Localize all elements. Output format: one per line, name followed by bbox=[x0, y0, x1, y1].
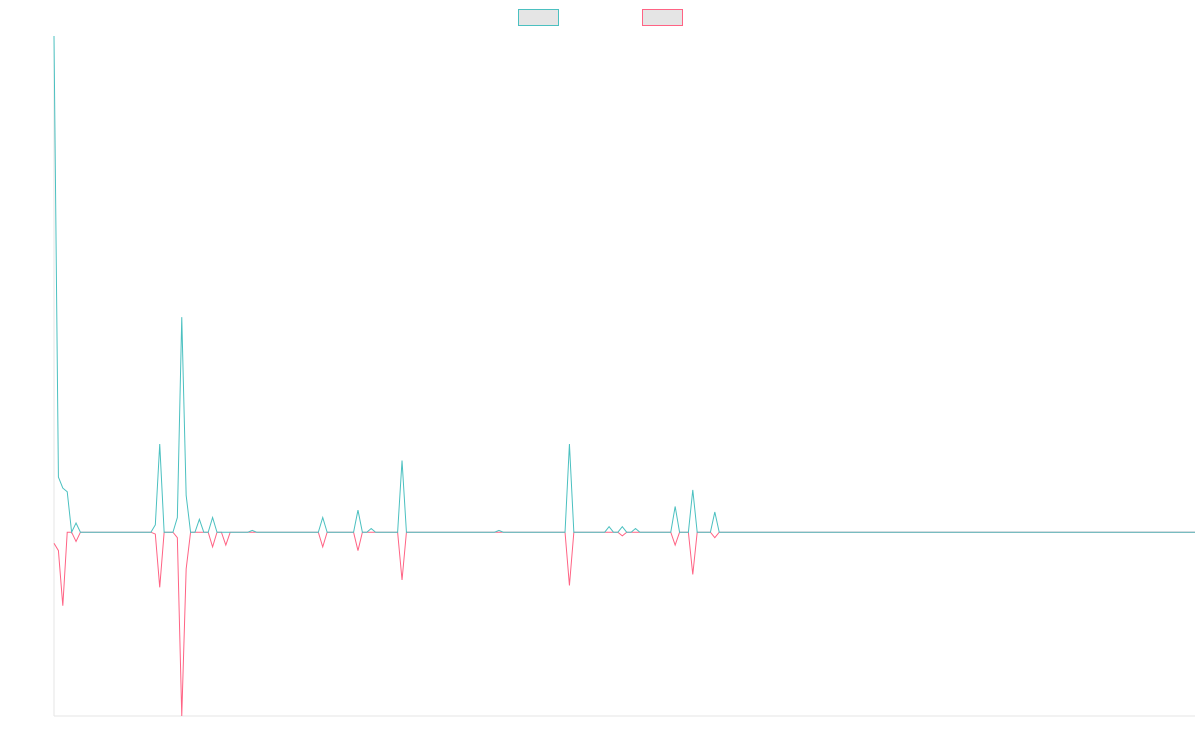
axes bbox=[53, 36, 1195, 717]
series-layer bbox=[53, 35, 1195, 717]
legend-swatch-2 bbox=[642, 9, 683, 26]
series-line-1 bbox=[53, 35, 1195, 535]
series-line-2 bbox=[53, 531, 1195, 717]
legend-swatch-1 bbox=[518, 9, 559, 26]
legend bbox=[518, 9, 683, 26]
